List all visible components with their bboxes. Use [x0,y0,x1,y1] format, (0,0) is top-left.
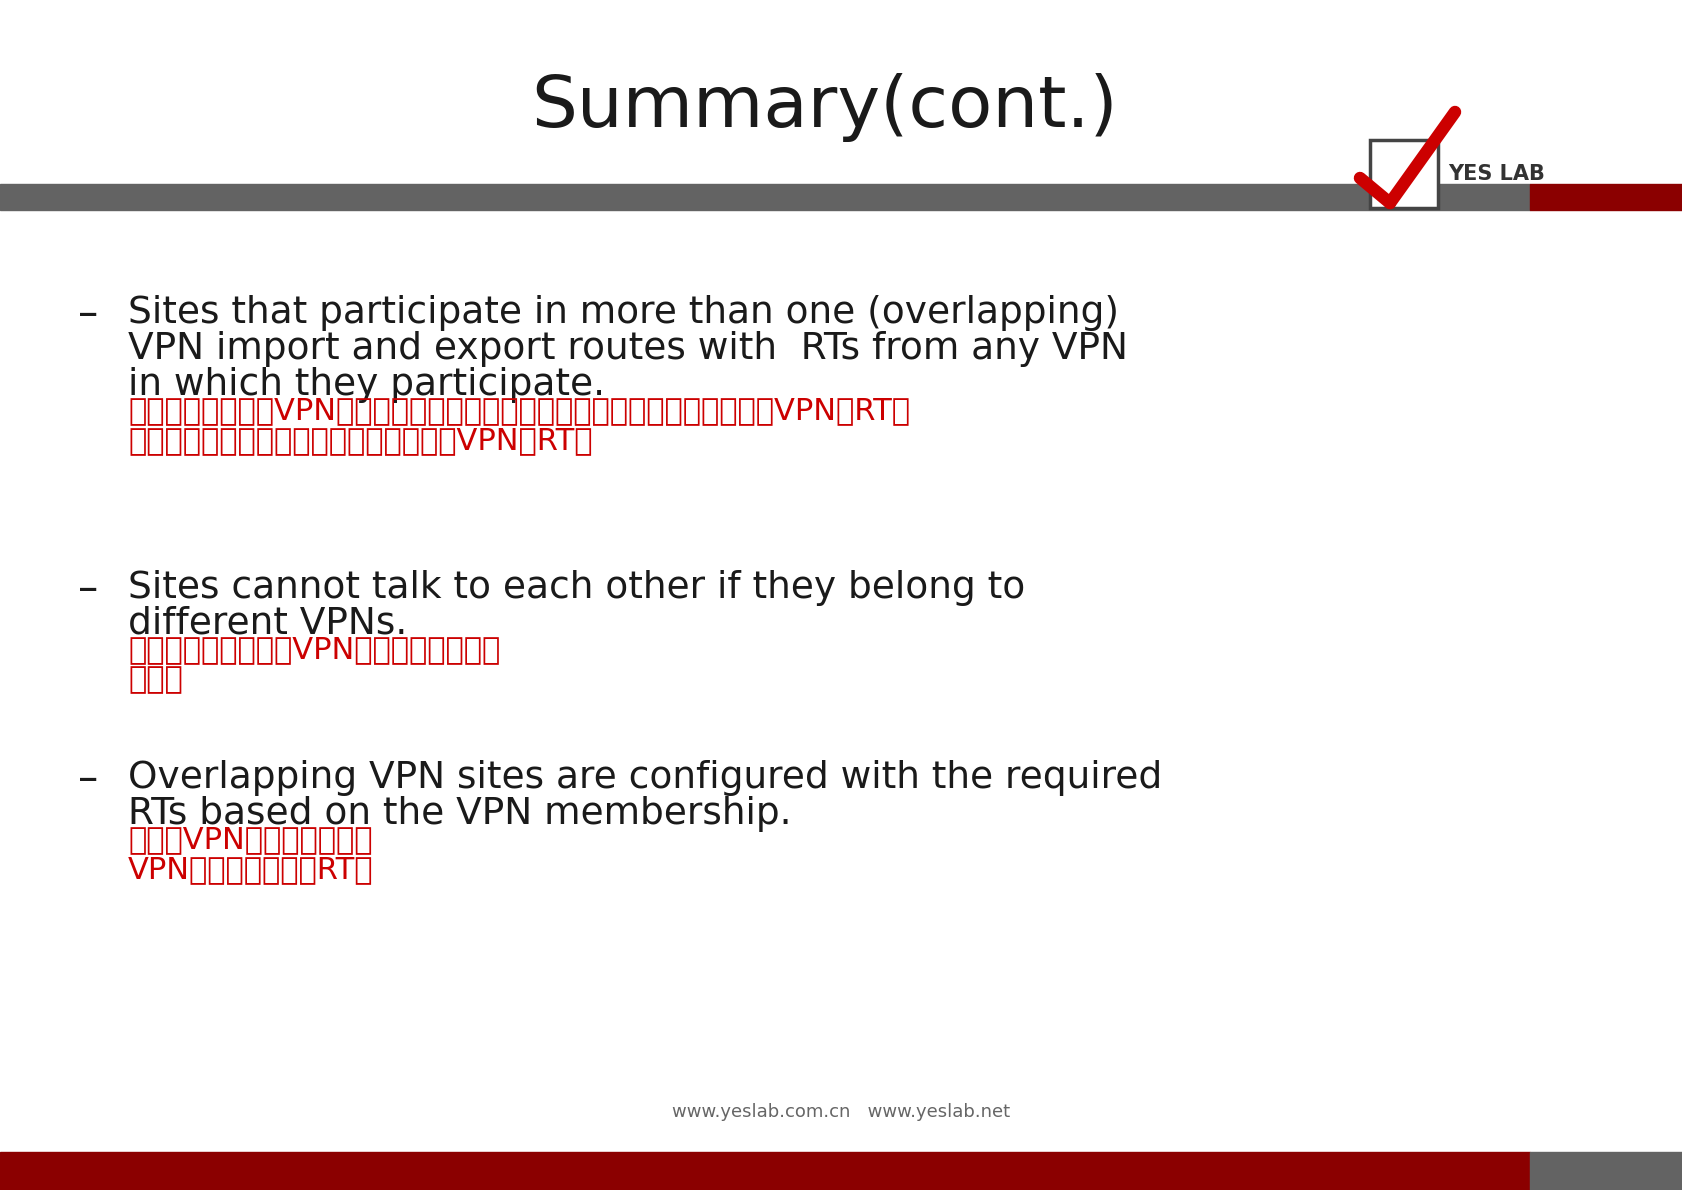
Bar [0,184,1529,209]
Text: VPN import and export routes with  RTs from any VPN: VPN import and export routes with RTs fr… [128,331,1127,367]
Text: –: – [77,295,98,336]
Bar [1529,1152,1682,1190]
Text: Overlapping VPN sites are configured with the required: Overlapping VPN sites are configured wit… [128,760,1162,796]
Text: Sites that participate in more than one (overlapping): Sites that participate in more than one … [128,295,1119,331]
Text: –: – [77,760,98,800]
Text: 由的站点，其中包含来自他们参与的任何VPN的RT。: 由的站点，其中包含来自他们参与的任何VPN的RT。 [128,426,592,455]
Text: Summary(cont.): Summary(cont.) [532,74,1117,143]
Bar [1529,184,1682,209]
Text: different VPNs.: different VPNs. [128,606,407,641]
Text: 重叠的VPN站点配置有基于: 重叠的VPN站点配置有基于 [128,825,372,854]
Bar [0,1152,1529,1190]
Text: YES LAB: YES LAB [1447,164,1544,184]
Bar [1369,140,1436,208]
Text: –: – [77,570,98,610]
Text: 参与多个（重叠）VPN导入和导出路由的站点，其中包含来自他们参与的任何VPN的RT。: 参与多个（重叠）VPN导入和导出路由的站点，其中包含来自他们参与的任何VPN的R… [128,396,910,425]
Text: Sites cannot talk to each other if they belong to: Sites cannot talk to each other if they … [128,570,1024,606]
Text: RTs based on the VPN membership.: RTs based on the VPN membership. [128,796,791,832]
Text: in which they participate.: in which they participate. [128,367,604,403]
Text: 如果网站属于不同的VPN，则网站不能互相: 如果网站属于不同的VPN，则网站不能互相 [128,635,500,664]
Text: VPN成员身份的所需RT。: VPN成员身份的所需RT。 [128,854,373,884]
Text: www.yeslab.com.cn   www.yeslab.net: www.yeslab.com.cn www.yeslab.net [673,1103,1009,1121]
Text: 通话。: 通话。 [128,665,183,694]
